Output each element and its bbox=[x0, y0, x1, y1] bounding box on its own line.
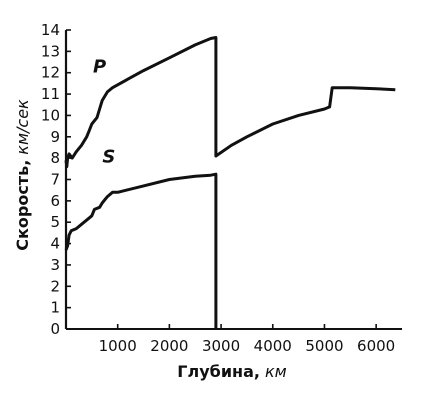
y-tick-label: 9 bbox=[50, 128, 60, 146]
y-tick-label: 13 bbox=[41, 42, 60, 60]
series-lines bbox=[64, 36, 396, 329]
series-annotation-s: S bbox=[102, 146, 115, 167]
x-tick-label: 6000 bbox=[357, 337, 395, 355]
y-tick-label: 3 bbox=[50, 256, 60, 274]
x-tick-label: 5000 bbox=[305, 337, 343, 355]
y-tick-label: 5 bbox=[50, 213, 60, 231]
y-axis-title: Скорость,км/сек bbox=[13, 99, 32, 251]
x-axis-title: Глубина, км bbox=[177, 362, 286, 381]
series-line-s bbox=[64, 172, 218, 329]
axes bbox=[64, 30, 402, 330]
y-tick-label: 2 bbox=[50, 277, 60, 295]
x-tick-labels: 1000 2000 3000 4000 5000 6000 bbox=[99, 324, 395, 355]
x-tick-label: 2000 bbox=[150, 337, 188, 355]
y-tick-label: 7 bbox=[50, 171, 60, 189]
series-line-p bbox=[64, 36, 396, 169]
series-annotation-p: P bbox=[93, 57, 106, 78]
y-tick-label: 1 bbox=[50, 299, 60, 317]
y-tick-label: 12 bbox=[41, 64, 60, 82]
y-tick-label: 0 bbox=[50, 320, 60, 338]
x-tick-label: 3000 bbox=[202, 337, 240, 355]
y-tick-label: 11 bbox=[41, 85, 60, 103]
series-annotations: PS bbox=[93, 57, 115, 168]
y-tick-label: 8 bbox=[50, 149, 60, 167]
x-tick-label: 4000 bbox=[254, 337, 292, 355]
y-tick-label: 10 bbox=[41, 106, 60, 124]
y-tick-label: 4 bbox=[50, 235, 60, 253]
y-tick-label: 14 bbox=[41, 21, 60, 39]
x-tick-label: 1000 bbox=[99, 337, 137, 355]
y-tick-label: 6 bbox=[50, 192, 60, 210]
